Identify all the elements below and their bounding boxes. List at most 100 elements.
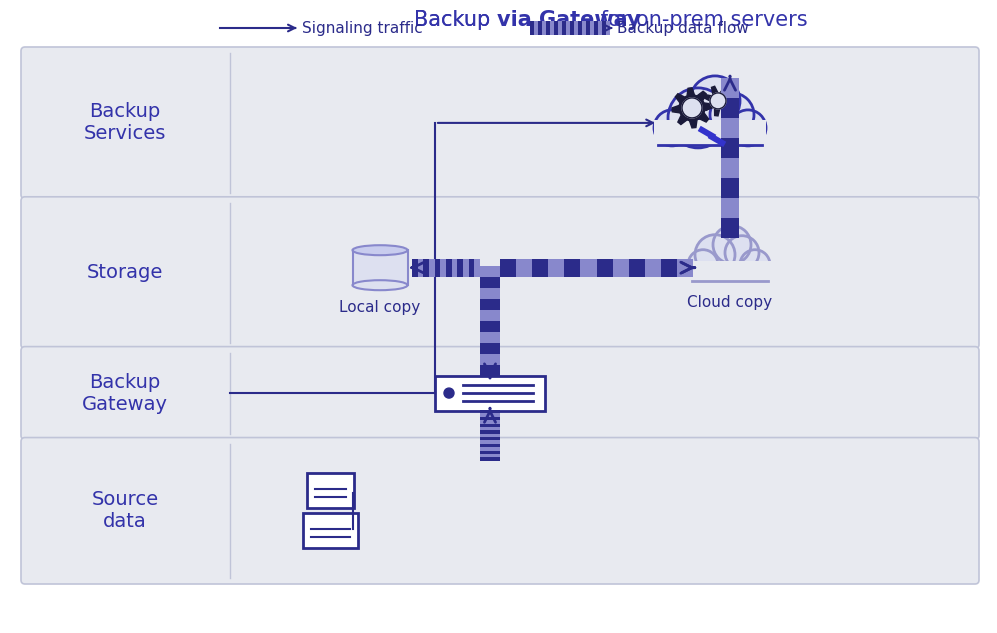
Circle shape <box>682 98 702 118</box>
FancyBboxPatch shape <box>661 259 677 277</box>
Polygon shape <box>703 86 733 116</box>
FancyBboxPatch shape <box>554 21 558 35</box>
FancyBboxPatch shape <box>558 21 562 35</box>
FancyBboxPatch shape <box>480 266 500 277</box>
FancyBboxPatch shape <box>721 98 739 118</box>
Text: Backup
Services: Backup Services <box>84 103 166 144</box>
Ellipse shape <box>353 245 408 255</box>
FancyBboxPatch shape <box>594 21 598 35</box>
FancyBboxPatch shape <box>480 417 500 420</box>
FancyBboxPatch shape <box>721 178 739 197</box>
FancyBboxPatch shape <box>480 423 500 427</box>
Text: Backup: Backup <box>414 10 497 30</box>
FancyBboxPatch shape <box>580 259 596 277</box>
FancyBboxPatch shape <box>480 343 500 354</box>
FancyBboxPatch shape <box>480 354 500 365</box>
FancyBboxPatch shape <box>435 259 441 277</box>
Text: Backup
Gateway: Backup Gateway <box>82 373 168 413</box>
Circle shape <box>710 93 726 109</box>
Text: Local copy: Local copy <box>339 300 421 315</box>
FancyBboxPatch shape <box>480 420 500 423</box>
Circle shape <box>695 235 735 275</box>
FancyBboxPatch shape <box>596 259 612 277</box>
FancyBboxPatch shape <box>452 259 458 277</box>
Circle shape <box>740 249 770 280</box>
FancyBboxPatch shape <box>480 277 500 288</box>
Circle shape <box>713 226 751 264</box>
FancyBboxPatch shape <box>534 21 538 35</box>
FancyBboxPatch shape <box>570 21 574 35</box>
FancyBboxPatch shape <box>475 259 480 277</box>
Circle shape <box>690 76 740 126</box>
FancyBboxPatch shape <box>446 259 452 277</box>
Text: : for on-prem servers: : for on-prem servers <box>587 10 808 30</box>
FancyBboxPatch shape <box>480 458 500 461</box>
FancyBboxPatch shape <box>480 310 500 321</box>
FancyBboxPatch shape <box>582 21 586 35</box>
FancyBboxPatch shape <box>480 299 500 310</box>
FancyBboxPatch shape <box>480 410 500 413</box>
FancyBboxPatch shape <box>546 21 550 35</box>
FancyBboxPatch shape <box>480 321 500 332</box>
FancyBboxPatch shape <box>562 21 566 35</box>
FancyBboxPatch shape <box>688 261 772 280</box>
FancyBboxPatch shape <box>708 133 726 147</box>
FancyBboxPatch shape <box>480 451 500 454</box>
Text: Backup: Backup <box>414 10 497 30</box>
Text: Signaling traffic: Signaling traffic <box>302 20 423 35</box>
FancyBboxPatch shape <box>645 259 661 277</box>
FancyBboxPatch shape <box>429 259 435 277</box>
FancyBboxPatch shape <box>480 365 500 376</box>
FancyBboxPatch shape <box>550 21 554 35</box>
FancyBboxPatch shape <box>480 444 500 448</box>
Circle shape <box>710 93 754 137</box>
Circle shape <box>444 388 454 398</box>
FancyBboxPatch shape <box>469 259 475 277</box>
FancyBboxPatch shape <box>306 473 354 508</box>
FancyBboxPatch shape <box>629 259 645 277</box>
FancyBboxPatch shape <box>480 427 500 430</box>
FancyBboxPatch shape <box>21 437 979 584</box>
FancyBboxPatch shape <box>441 259 446 277</box>
FancyBboxPatch shape <box>721 218 739 238</box>
FancyBboxPatch shape <box>458 259 463 277</box>
FancyBboxPatch shape <box>530 21 534 35</box>
Ellipse shape <box>353 280 408 290</box>
FancyBboxPatch shape <box>418 259 424 277</box>
FancyBboxPatch shape <box>721 138 739 158</box>
FancyBboxPatch shape <box>542 21 546 35</box>
FancyBboxPatch shape <box>480 448 500 451</box>
FancyBboxPatch shape <box>721 78 739 98</box>
FancyBboxPatch shape <box>516 259 532 277</box>
FancyBboxPatch shape <box>412 259 418 277</box>
FancyBboxPatch shape <box>721 197 739 218</box>
FancyBboxPatch shape <box>598 21 602 35</box>
FancyBboxPatch shape <box>590 21 594 35</box>
FancyBboxPatch shape <box>463 259 469 277</box>
Circle shape <box>688 249 718 280</box>
Text: Cloud copy: Cloud copy <box>688 295 773 310</box>
FancyBboxPatch shape <box>564 259 580 277</box>
Text: Storage: Storage <box>87 263 164 282</box>
FancyBboxPatch shape <box>721 158 739 178</box>
FancyBboxPatch shape <box>538 21 542 35</box>
Text: Source
data: Source data <box>92 491 159 531</box>
FancyBboxPatch shape <box>424 259 429 277</box>
FancyBboxPatch shape <box>21 47 979 199</box>
FancyBboxPatch shape <box>435 375 545 411</box>
FancyBboxPatch shape <box>654 120 766 145</box>
FancyBboxPatch shape <box>602 21 606 35</box>
Text: via Gateway: via Gateway <box>497 10 641 30</box>
FancyBboxPatch shape <box>21 197 979 349</box>
Circle shape <box>725 235 759 270</box>
FancyBboxPatch shape <box>548 259 564 277</box>
Circle shape <box>654 110 690 146</box>
FancyBboxPatch shape <box>480 430 500 434</box>
FancyBboxPatch shape <box>21 347 979 439</box>
FancyBboxPatch shape <box>532 259 548 277</box>
Circle shape <box>668 88 728 148</box>
Text: Backup data flow: Backup data flow <box>617 20 749 35</box>
FancyBboxPatch shape <box>480 454 500 458</box>
FancyBboxPatch shape <box>612 259 629 277</box>
FancyBboxPatch shape <box>480 441 500 444</box>
